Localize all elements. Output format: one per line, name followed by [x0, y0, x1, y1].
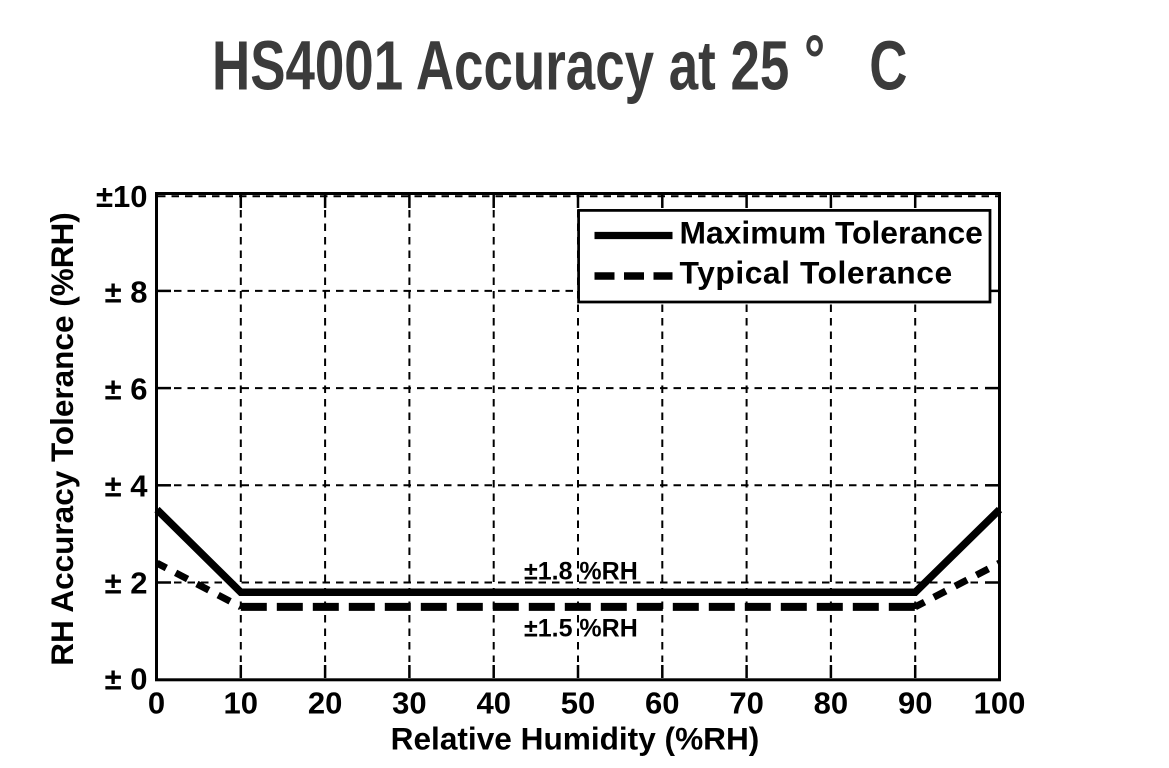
svg-text:70: 70: [729, 685, 763, 720]
svg-text:10: 10: [224, 685, 258, 720]
svg-text:HS4001 Accuracy at 25 ° C: HS4001 Accuracy at 25 ° C: [212, 22, 907, 106]
svg-text:100: 100: [974, 685, 1026, 720]
svg-text:50: 50: [561, 685, 595, 720]
svg-text:40: 40: [476, 685, 510, 720]
svg-text:±1.5 %RH: ±1.5 %RH: [524, 615, 638, 643]
svg-text:90: 90: [898, 685, 932, 720]
svg-text:60: 60: [645, 685, 679, 720]
svg-text:0: 0: [148, 685, 165, 720]
svg-text:80: 80: [814, 685, 848, 720]
svg-text:± 8: ± 8: [105, 274, 148, 309]
svg-text:30: 30: [392, 685, 426, 720]
svg-text:± 6: ± 6: [105, 371, 148, 406]
svg-text:± 2: ± 2: [105, 565, 148, 600]
svg-text:Relative Humidity (%RH): Relative Humidity (%RH): [391, 720, 760, 756]
svg-text:20: 20: [308, 685, 342, 720]
svg-text:Maximum Tolerance: Maximum Tolerance: [680, 215, 983, 251]
svg-text:± 4: ± 4: [105, 468, 149, 503]
svg-text:RH Accuracy Tolerance (%RH): RH Accuracy Tolerance (%RH): [44, 212, 80, 665]
svg-text:± 0: ± 0: [105, 662, 148, 697]
svg-text:±1.8 %RH: ±1.8 %RH: [524, 558, 638, 586]
svg-text:Typical Tolerance: Typical Tolerance: [680, 255, 953, 291]
svg-text:±10: ±10: [96, 179, 148, 214]
